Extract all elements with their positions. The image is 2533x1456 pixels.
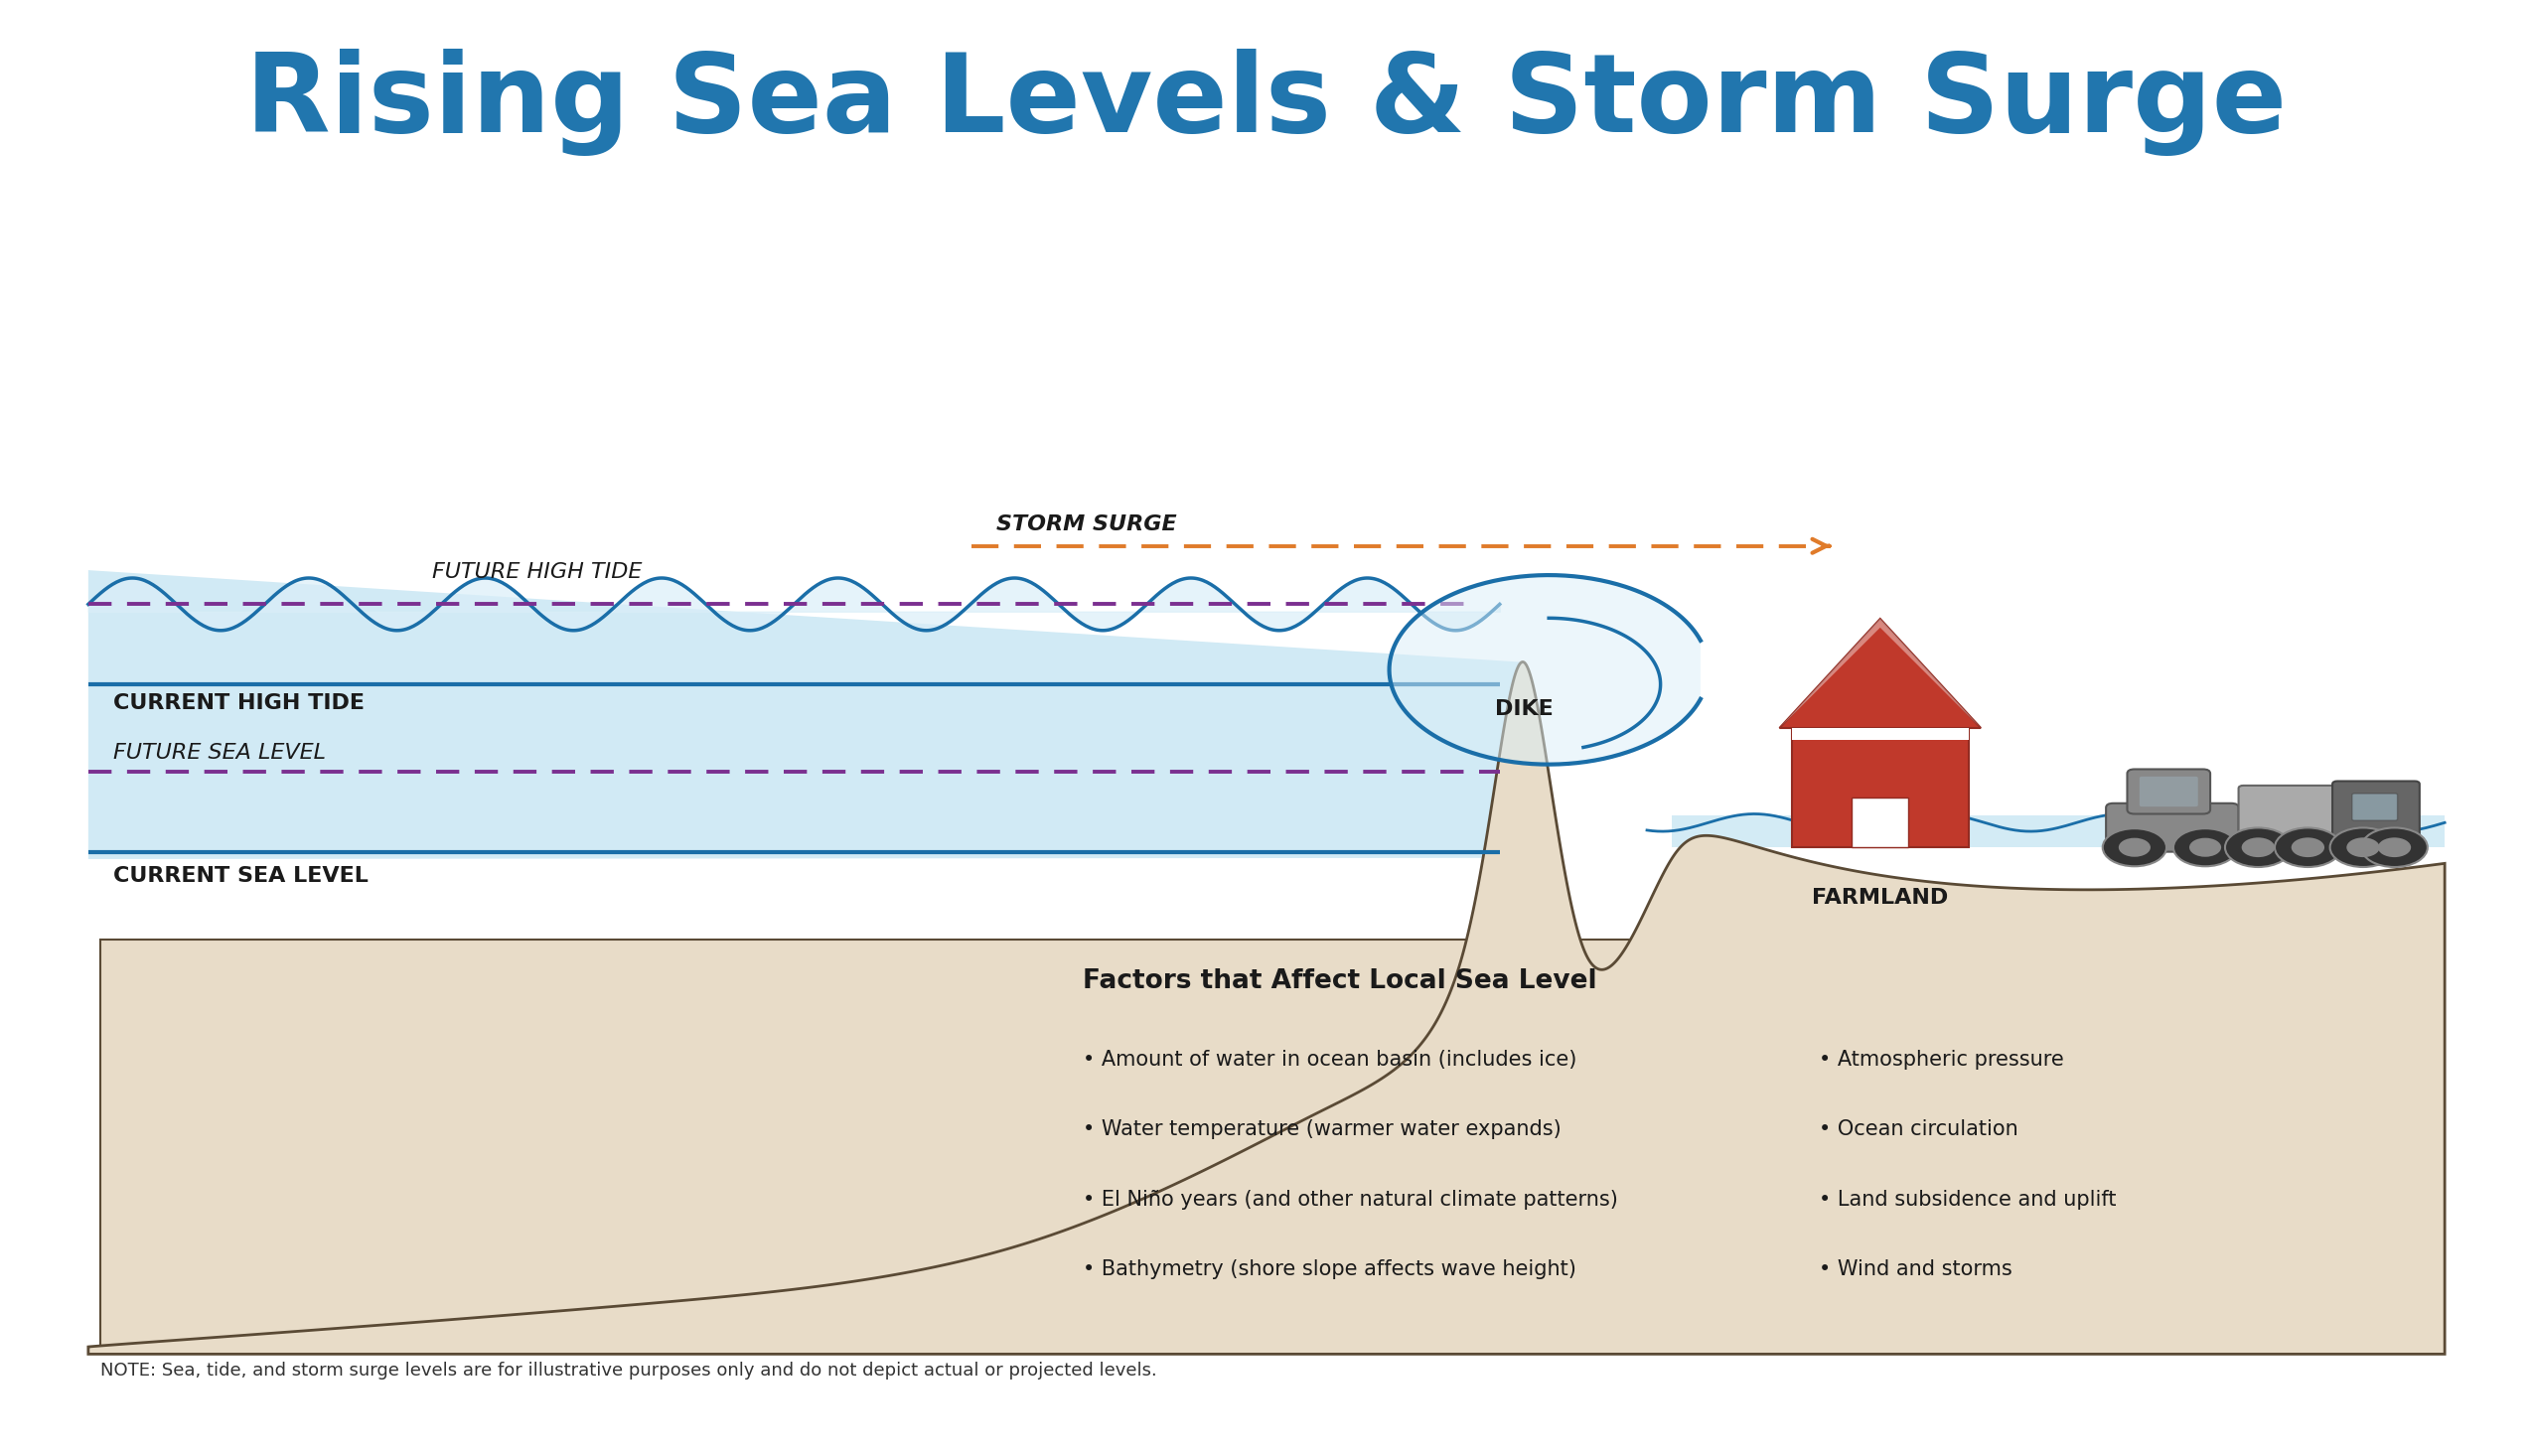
Text: Rising Sea Levels & Storm Surge: Rising Sea Levels & Storm Surge [246, 48, 2287, 156]
Text: • Wind and storms: • Wind and storms [1819, 1259, 2011, 1280]
FancyBboxPatch shape [2239, 786, 2351, 846]
Polygon shape [1672, 815, 2444, 847]
Text: • Bathymetry (shore slope affects wave height): • Bathymetry (shore slope affects wave h… [1082, 1259, 1576, 1280]
Text: FUTURE HIGH TIDE: FUTURE HIGH TIDE [433, 562, 641, 582]
Circle shape [2242, 837, 2275, 858]
Circle shape [2275, 827, 2340, 868]
Text: • Amount of water in ocean basin (includes ice): • Amount of water in ocean basin (includ… [1082, 1050, 1576, 1070]
Text: • Atmospheric pressure: • Atmospheric pressure [1819, 1050, 2064, 1070]
FancyBboxPatch shape [2140, 776, 2199, 807]
Text: FUTURE SEA LEVEL: FUTURE SEA LEVEL [114, 743, 324, 763]
Polygon shape [89, 571, 1525, 859]
Circle shape [2173, 828, 2237, 866]
Circle shape [2118, 839, 2151, 856]
FancyBboxPatch shape [2353, 794, 2396, 821]
Text: CURRENT HIGH TIDE: CURRENT HIGH TIDE [114, 693, 365, 713]
Circle shape [2361, 827, 2427, 868]
Circle shape [2102, 828, 2166, 866]
FancyBboxPatch shape [2333, 780, 2419, 850]
Circle shape [2189, 839, 2221, 856]
Text: FARMLAND: FARMLAND [1811, 888, 1948, 909]
Bar [1791, 728, 1968, 847]
Text: STORM SURGE: STORM SURGE [995, 514, 1178, 534]
Text: Factors that Affect Local Sea Level: Factors that Affect Local Sea Level [1082, 968, 1596, 994]
Text: • El Niño years (and other natural climate patterns): • El Niño years (and other natural clima… [1082, 1190, 1619, 1210]
Text: DIKE: DIKE [1494, 699, 1553, 719]
Text: • Ocean circulation: • Ocean circulation [1819, 1120, 2019, 1140]
Bar [1852, 798, 1907, 847]
Text: NOTE: Sea, tide, and storm surge levels are for illustrative purposes only and d: NOTE: Sea, tide, and storm surge levels … [101, 1361, 1158, 1379]
Bar [1791, 728, 1968, 740]
Circle shape [2330, 827, 2396, 868]
Text: • Water temperature (warmer water expands): • Water temperature (warmer water expand… [1082, 1120, 1560, 1140]
Circle shape [2292, 837, 2325, 858]
Bar [101, 939, 2432, 1347]
FancyBboxPatch shape [2105, 804, 2239, 852]
Polygon shape [1781, 619, 1981, 728]
Polygon shape [89, 662, 2444, 1354]
Polygon shape [1781, 619, 1981, 728]
Polygon shape [1388, 575, 1700, 764]
FancyBboxPatch shape [2128, 769, 2211, 814]
Circle shape [2224, 827, 2292, 868]
Circle shape [2378, 837, 2411, 858]
Circle shape [2346, 837, 2378, 858]
Text: CURRENT SEA LEVEL: CURRENT SEA LEVEL [114, 866, 367, 887]
Text: • Land subsidence and uplift: • Land subsidence and uplift [1819, 1190, 2115, 1210]
